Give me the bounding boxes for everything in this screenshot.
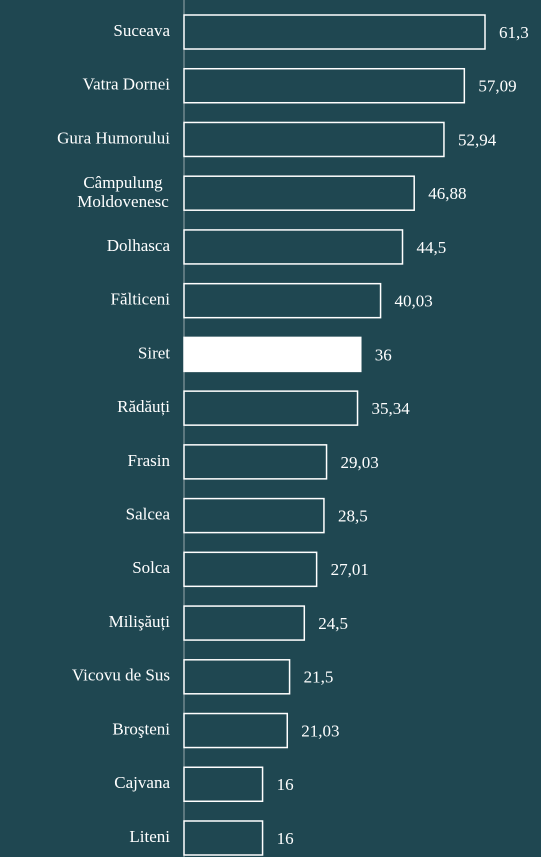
value-label: 29,03 [341,453,379,472]
category-label: Salcea [126,505,171,524]
bar [183,605,306,641]
value-label: 46,88 [428,184,466,203]
value-label: 28,5 [338,507,368,526]
bar [183,551,318,588]
bar [183,121,445,158]
value-label: 16 [277,829,294,848]
value-label: 52,94 [458,130,497,149]
bar [183,14,486,50]
bar [183,766,264,803]
bar [183,229,404,265]
bar [183,497,325,534]
value-label: 40,03 [395,292,433,311]
value-label: 21,5 [304,668,334,687]
value-label: 35,34 [372,399,411,418]
value-label: 21,03 [301,721,339,740]
bar [183,282,382,319]
category-label: Frasin [128,451,171,470]
bar [183,336,362,373]
value-label: 44,5 [417,238,447,257]
value-label: 57,09 [478,77,516,96]
category-label: Broşteni [112,719,170,738]
category-label: Fălticeni [111,290,171,309]
value-label: 24,5 [318,614,348,633]
bar [183,390,359,426]
category-label: Cajvana [114,773,170,792]
category-label: Vatra Dornei [83,75,171,94]
bar [183,820,264,856]
value-label: 16 [277,775,294,794]
value-label: 27,01 [331,560,369,579]
category-label: Câmpulung Moldovenesc [77,173,169,211]
bar [183,659,291,695]
category-label: Dolhasca [107,236,171,255]
value-label: 61,3 [499,23,529,42]
category-label: Milişăuți [109,612,171,631]
category-label: Vicovu de Sus [72,666,170,685]
category-label: Siret [138,343,170,362]
category-label: Solca [132,558,170,577]
category-label: Rădăuți [117,397,170,416]
category-label: Gura Humorului [57,128,170,147]
bar [183,444,328,480]
bar [183,712,289,749]
bar [183,175,415,211]
category-label: Suceava [113,21,170,40]
value-label: 36 [375,345,392,364]
category-label: Liteni [129,827,170,846]
bar [183,67,466,104]
